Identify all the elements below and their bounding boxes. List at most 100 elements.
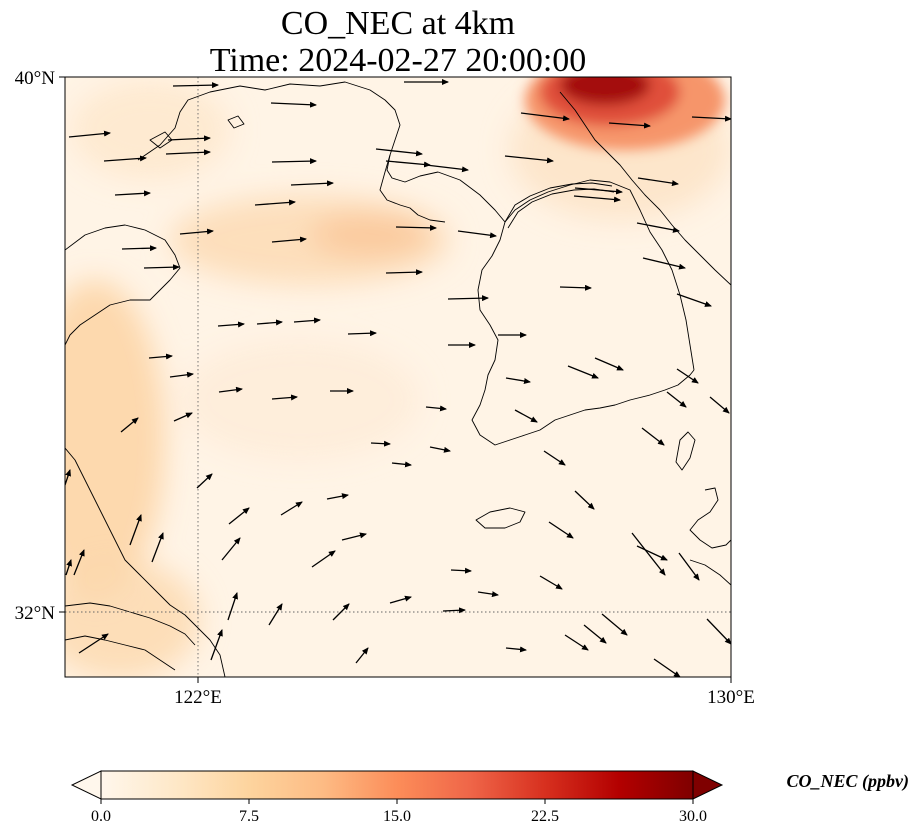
wind-vector-arrow (601, 613, 628, 636)
coastline-tsushima (675, 431, 696, 471)
wind-vector-arrow (450, 567, 472, 574)
wind-vector-arrow (505, 646, 527, 653)
wind-vector-arrow (477, 591, 499, 598)
wind-vector-arrow (636, 222, 680, 233)
wind-vector-arrow (73, 549, 85, 576)
wind-vector-arrow (505, 377, 531, 384)
wind-vector-arrow (228, 507, 250, 525)
wind-vector-arrow (678, 552, 700, 581)
wind-vector-arrow (608, 122, 651, 129)
coastline-shandong (65, 224, 181, 346)
coastline-jeju (475, 507, 526, 529)
wind-vector-arrow (429, 446, 451, 453)
map-frame (64, 76, 732, 678)
coastline-china-east (65, 447, 226, 677)
wind-vector-arrow (114, 190, 151, 197)
wind-vector-arrow (210, 629, 223, 661)
wind-vector-arrow (271, 236, 307, 243)
wind-vector-arrow (567, 365, 599, 379)
wind-vector-arrow (642, 257, 686, 270)
coastline-yangtze-south (65, 635, 176, 671)
wind-vector-arrow (676, 368, 699, 384)
wind-vector-arrow (559, 284, 592, 291)
map-panel (65, 77, 731, 677)
wind-vector-arrow (172, 82, 219, 89)
colorbar: 0.0 7.5 15.0 22.5 30.0 CO_NEC (ppbv) (70, 770, 910, 825)
plume-southwest-coast (65, 560, 200, 677)
colorbar-tick-label-2: 15.0 (383, 808, 411, 825)
wind-vector-arrow (148, 353, 173, 360)
wind-vector-arrow (583, 624, 607, 644)
wind-vector-arrow (254, 199, 296, 206)
wind-vector-arrow (653, 658, 681, 677)
wind-vector-arrow (395, 224, 437, 231)
wind-vector-arrow (391, 461, 412, 468)
wind-vector-arrow (218, 386, 243, 393)
colorbar-tick-label-3: 22.5 (531, 808, 559, 825)
wind-vector-arrow (457, 230, 497, 239)
colorbar-label: CO_NEC (ppbv) (787, 771, 910, 792)
wind-vector-arrow (256, 319, 283, 326)
coastline-korea-north (437, 171, 695, 371)
colorbar-tick-label-4: 30.0 (679, 808, 707, 825)
wind-vector-arrow (447, 295, 489, 302)
wind-vector-arrow (341, 532, 367, 541)
xtick-label-122: 122°E (174, 687, 222, 708)
wind-vector-arrow (543, 450, 566, 466)
colorbar-extend-high (692, 770, 724, 800)
plume-yellow-sea (180, 340, 420, 460)
wind-vector-arrow (151, 532, 164, 563)
wind-vector-arrow (311, 550, 336, 568)
wind-vector-arrow (217, 321, 245, 328)
wind-vector-arrow (290, 180, 334, 187)
wind-vector-arrow (504, 155, 554, 164)
wind-vector-arrow (514, 409, 538, 423)
wind-vector-arrow (68, 130, 111, 138)
plume-bohai-core (310, 213, 430, 257)
wind-vector-arrow (564, 634, 589, 651)
wind-vector-arrow (280, 501, 303, 516)
xtick-label-130: 130°E (707, 687, 755, 708)
wind-vector-arrow (425, 405, 447, 412)
coastline-yangtze-north (65, 602, 196, 646)
colorbar-body (100, 770, 694, 800)
coastline-liaodong-south (379, 154, 446, 223)
wind-vector-arrow (539, 575, 563, 590)
coastline-kyushu (689, 487, 731, 549)
wind-vector-arrow (389, 595, 412, 604)
wind-vector-arrow (65, 559, 72, 576)
wind-vector-arrow (442, 607, 466, 614)
wind-vector-arrow (548, 521, 574, 539)
axis-ticks (59, 76, 732, 683)
wind-vector-arrow (637, 177, 679, 187)
wind-vector-arrow (326, 493, 349, 500)
coastline-korea-dmz-inset (504, 182, 613, 223)
coastlines (65, 81, 731, 677)
wind-vector-arrow (574, 187, 623, 195)
plume-southwest (65, 280, 165, 600)
wind-vector-arrow (332, 603, 350, 621)
chart-title-line1: CO_NEC at 4km (281, 5, 515, 42)
wind-vector-arrow (574, 490, 595, 510)
wind-vector-arrow (270, 101, 317, 108)
colorbar-tick-label-0: 0.0 (91, 808, 111, 825)
wind-vector-arrow (293, 317, 321, 324)
wind-vector-arrow (425, 164, 469, 173)
wind-vector-arrow (573, 195, 621, 203)
wind-vector-arrow (691, 115, 731, 122)
coastline-liaodong (137, 81, 439, 183)
wind-vector-arrow (594, 357, 624, 371)
wind-vector-arrow (370, 440, 391, 447)
wind-vector-arrow (676, 293, 712, 307)
wind-vector-arrow (120, 417, 139, 433)
ytick-label-32: 32°N (15, 603, 56, 624)
wind-vector-arrow (375, 148, 423, 157)
coastline-korea-west (471, 221, 695, 446)
colorbar-ticks (100, 799, 694, 804)
wind-vector-arrow (706, 618, 731, 645)
wind-vector-arrow (709, 396, 730, 414)
wind-vector-arrow (167, 135, 211, 142)
wind-vector-arrow (355, 647, 369, 664)
wind-vector-arrow (636, 545, 668, 561)
